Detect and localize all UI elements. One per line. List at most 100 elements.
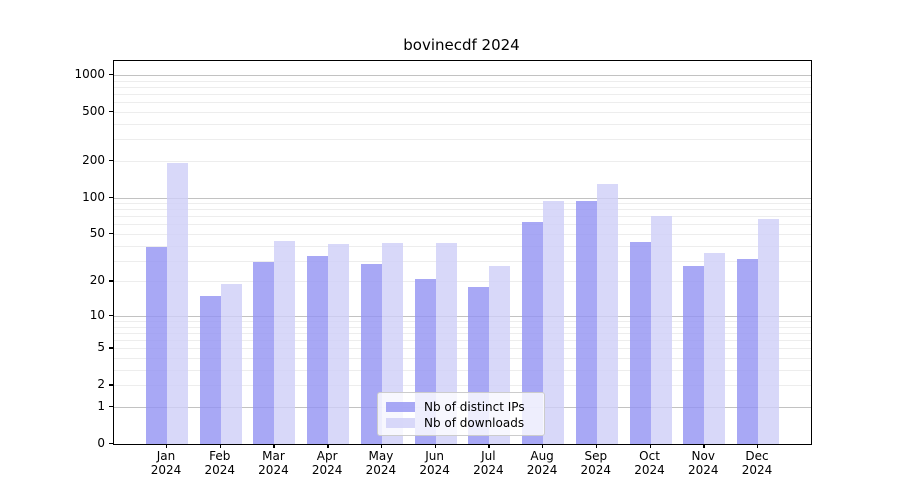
x-tick-label-apr: Apr 2024 [311,449,343,477]
gridline-major [114,315,811,317]
bar-downloads-mar [274,240,296,444]
gridline-minor [114,321,811,323]
gridline-minor [114,281,811,283]
bar-ips-oct [629,241,651,444]
y-tick-label-100: 100 [82,189,105,204]
y-tick-label-2: 2 [97,377,105,392]
gridline-minor [114,332,811,334]
x-tick-mark [703,444,705,448]
x-tick-mark [542,444,544,448]
legend-swatch-distinct-ips [386,402,415,412]
y-tick-mark [109,443,113,445]
bar-downloads-feb [220,284,242,444]
gridline-minor [114,260,811,262]
y-tick-label-10: 10 [89,307,105,322]
y-tick-mark [109,110,113,113]
gridline-major [114,75,811,76]
x-tick-mark [757,444,759,448]
x-tick-mark [488,444,490,448]
legend-item-distinct-ips: Nb of distinct IPs [386,399,536,415]
bar-downloads-oct [650,216,672,444]
x-tick-label-jan: Jan 2024 [150,449,182,477]
x-tick-label-jun: Jun 2024 [419,449,450,477]
x-tick-label-dec: Dec 2024 [741,449,773,477]
legend-item-downloads: Nb of downloads [386,415,536,431]
x-tick-label-aug: Aug 2024 [526,449,558,477]
x-tick-mark [434,444,437,448]
gridline-minor [114,233,811,235]
y-tick-label-50: 50 [89,225,105,240]
plot-area [113,60,812,445]
y-tick-mark [109,196,113,198]
bar-downloads-aug [543,200,565,444]
gridline-minor [114,80,811,82]
y-tick-mark [109,347,113,349]
gridline-minor [114,160,811,162]
y-tick-mark [109,232,113,235]
bar-ips-dec [737,258,758,444]
bar-ips-apr [307,255,329,444]
y-tick-mark [109,314,113,317]
legend: Nb of distinct IPs Nb of downloads [377,392,545,436]
gridline-minor [114,123,811,125]
gridline-major [114,197,811,199]
y-tick-label-1: 1 [97,398,105,413]
bar-ips-aug [522,221,544,444]
x-tick-mark [595,444,598,448]
legend-label-downloads: Nb of downloads [424,416,525,430]
y-tick-mark [109,384,113,386]
x-tick-label-mar: Mar 2024 [258,449,289,477]
gridline-minor [114,245,811,247]
x-tick-label-sep: Sep 2024 [580,449,612,477]
bar-ips-nov [683,266,705,444]
gridline-minor [114,340,811,342]
gridline-minor [114,369,811,371]
bar-downloads-jan [167,162,188,444]
y-tick-mark [109,280,113,282]
y-tick-label-20: 20 [89,273,105,288]
gridline-minor [114,209,811,211]
bar-ips-feb [199,295,221,444]
bar-downloads-nov [704,252,726,444]
x-tick-label-nov: Nov 2024 [687,449,719,477]
bar-downloads-dec [758,219,779,444]
gridline-minor [114,203,811,205]
x-tick-mark [273,444,275,448]
x-tick-mark [327,444,329,448]
x-tick-label-may: May 2024 [365,449,397,477]
gridline-minor [114,326,811,328]
x-tick-label-jul: Jul 2024 [473,449,504,477]
gridline-minor [114,86,811,88]
y-tick-label-1000: 1000 [74,67,105,81]
legend-swatch-downloads [386,418,415,428]
gridline-minor [114,385,811,387]
gridline-minor [114,102,811,104]
y-tick-mark [109,159,113,162]
bar-ips-mar [253,262,275,444]
y-tick-label-200: 200 [82,152,105,167]
x-tick-mark [649,444,651,448]
gridline-minor [114,358,811,360]
y-tick-label-500: 500 [82,103,105,118]
gridline-minor [114,139,811,141]
y-tick-label-0: 0 [97,436,105,450]
bar-downloads-apr [328,244,350,444]
bar-ips-may [360,264,382,444]
bar-ips-jan [146,246,167,444]
chart-title: bovinecdf 2024 [403,36,520,54]
x-tick-label-feb: Feb 2024 [204,449,235,477]
y-tick-mark [109,405,113,408]
bar-ips-sep [575,201,597,444]
gridline-minor [114,216,811,218]
legend-label-distinct-ips: Nb of distinct IPs [424,400,525,414]
x-tick-mark [380,444,383,448]
gridline-minor [114,111,811,113]
y-tick-label-5: 5 [97,340,105,355]
x-tick-label-oct: Oct 2024 [634,449,665,477]
bar-downloads-sep [596,184,618,444]
x-tick-mark [166,444,168,448]
gridline-minor [114,94,811,96]
y-tick-mark [109,74,113,76]
gridline-minor [114,348,811,350]
